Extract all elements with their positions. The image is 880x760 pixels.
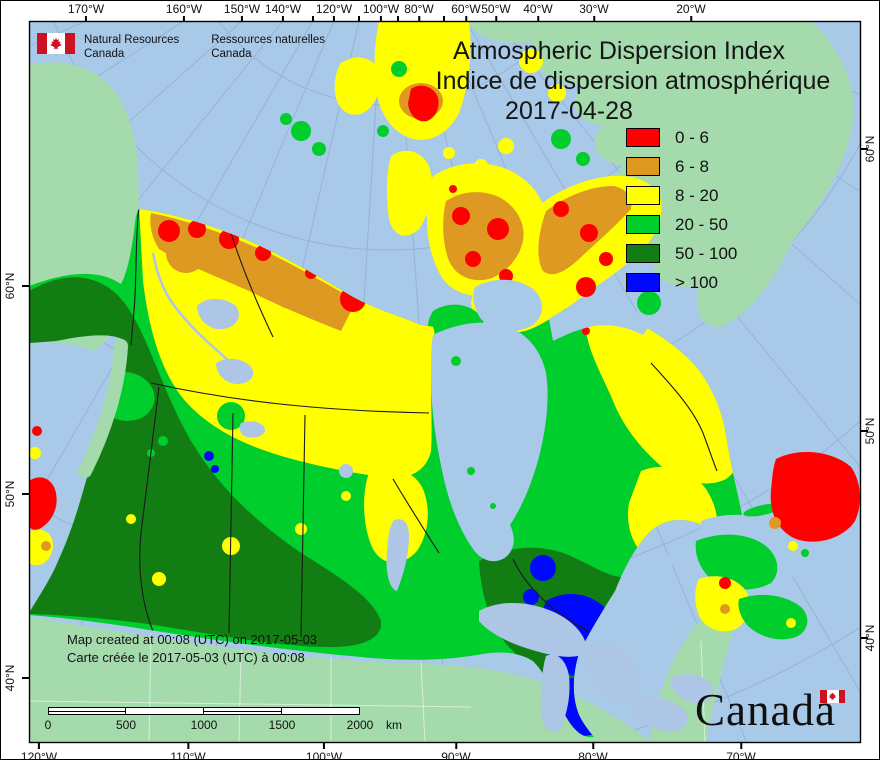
longitude-tick [443, 3, 445, 22]
legend-row: 50 - 100 [626, 244, 737, 263]
scale-tick-label: 500 [115, 718, 137, 732]
legend-swatch [626, 215, 660, 234]
longitude-tick: 150°W [224, 3, 260, 22]
longitude-tick: 120°W [316, 3, 352, 22]
longitude-tick: 70°W [726, 743, 756, 759]
legend-row: > 100 [626, 273, 737, 292]
adi-field-islands [399, 83, 632, 297]
adi-field-coastal [29, 356, 860, 640]
longitude-tick: 40°W [523, 3, 553, 22]
longitude-tick: 160°W [166, 3, 202, 22]
legend-label: 6 - 8 [675, 156, 710, 176]
longitude-tick: 30°W [579, 3, 609, 22]
longitude-tick: 80°W [578, 743, 608, 759]
scale-tick-label: 0 [44, 718, 52, 732]
scale-tick-label: 1000 [190, 718, 218, 732]
longitude-tick: 170°W [68, 3, 104, 22]
legend-label: 50 - 100 [675, 243, 738, 263]
longitude-tick: 120°W [21, 743, 57, 759]
longitude-tick [397, 3, 399, 22]
legend-swatch [626, 186, 660, 205]
scale-tick-label: 2000 [346, 718, 374, 732]
scale-tick-label: 1500 [268, 718, 296, 732]
water-bodies [431, 279, 804, 733]
map-title-fr: Indice de dispersion atmosphérique [435, 67, 831, 95]
longitude-tick: 100°W [363, 3, 399, 22]
legend-label: > 100 [675, 272, 719, 292]
longitude-tick [358, 3, 360, 22]
creation-note-en: Map created at 00:08 (UTC) on 2017-05-03 [67, 632, 318, 647]
longitude-tick: 140°W [265, 3, 301, 22]
legend-row: 8 - 20 [626, 186, 737, 205]
scale-unit: km [386, 718, 402, 732]
canada-flag-icon [37, 33, 75, 54]
creation-note: Map created at 00:08 (UTC) on 2017-05-03… [67, 631, 317, 667]
wordmark-flag-icon [820, 690, 845, 703]
legend-label: 8 - 20 [675, 185, 719, 205]
creation-note-fr: Carte créée le 2017-05-03 (UTC) à 00:08 [67, 650, 305, 665]
legend-swatch [626, 244, 660, 263]
map-frame [28, 20, 862, 744]
legend-label: 20 - 50 [675, 214, 728, 234]
maple-leaf-icon [828, 692, 837, 701]
nrcan-signature: Natural Resources Canada Ressources natu… [37, 33, 325, 61]
legend: 0 - 6 6 - 8 8 - 20 20 - 50 50 - 100 [626, 128, 737, 292]
legend-row: 20 - 50 [626, 215, 737, 234]
longitude-tick: 60°W [451, 3, 481, 22]
legend-row: 6 - 8 [626, 157, 737, 176]
maple-leaf-icon [49, 37, 63, 51]
longitude-tick: 100°W [306, 743, 342, 759]
longitude-tick: 110°W [170, 743, 206, 759]
nrcan-name-fr: Ressources naturelles Canada [211, 34, 326, 60]
legend-swatch [626, 157, 660, 176]
longitude-tick: 80°W [404, 3, 434, 22]
legend-swatch [626, 273, 660, 292]
land-alaska-panhandle [78, 339, 128, 478]
longitude-tick: 90°W [441, 743, 471, 759]
canada-wordmark: Canada [695, 685, 836, 735]
state-borders [29, 632, 706, 743]
legend-swatch [626, 128, 660, 147]
map-title-en: Atmospheric Dispersion Index [452, 37, 786, 65]
legend-row: 0 - 6 [626, 128, 737, 147]
scale-labels: 0 500 1000 1500 2000 [44, 718, 448, 732]
longitude-tick [312, 3, 314, 22]
longitude-tick: 50°W [481, 3, 511, 22]
nrcan-name-en: Natural Resources Canada [84, 34, 180, 60]
scale-bar [48, 707, 360, 715]
legend-label: 0 - 6 [675, 127, 710, 147]
longitude-tick: 20°W [676, 3, 706, 22]
map-title-date: 2017-04-28 [505, 97, 633, 125]
